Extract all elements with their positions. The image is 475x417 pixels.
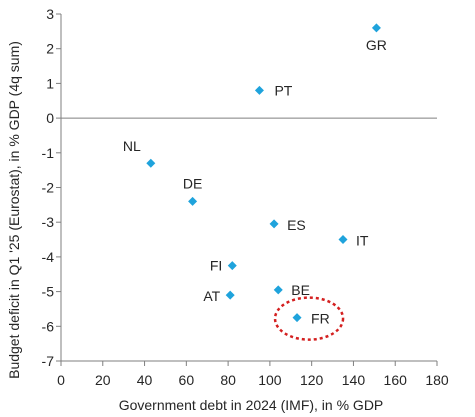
y-ticks: 3 2 1 0 -1 -2 -3 -4 -5 -6 -7 [42, 6, 61, 369]
data-point-nl [146, 158, 156, 168]
data-point-pt [254, 85, 264, 95]
x-tick-label: 160 [384, 372, 408, 388]
point-label-be: BE [291, 282, 310, 298]
y-tick-label: -1 [42, 145, 55, 161]
y-tick-label: -2 [42, 180, 55, 196]
y-tick-label: -5 [42, 284, 55, 300]
data-point-be [273, 285, 283, 295]
point-label-fr: FR [311, 311, 330, 327]
point-label-pt: PT [274, 82, 292, 98]
y-tick-label: -6 [42, 318, 55, 334]
data-point-fr [292, 313, 302, 323]
point-label-es: ES [287, 217, 306, 233]
axes [60, 14, 437, 362]
data-points [146, 23, 381, 323]
highlight-ellipse [273, 296, 345, 341]
x-tick-label: 120 [300, 372, 324, 388]
data-point-it [338, 235, 348, 245]
y-tick-label: -4 [42, 249, 55, 265]
x-tick-label: 80 [220, 372, 236, 388]
y-tick-label: 3 [46, 6, 54, 22]
y-axis-label: Budget deficit in Q1 '25 (Eurostat), in … [6, 41, 22, 379]
y-tick-label: 0 [46, 110, 54, 126]
x-tick-label: 0 [57, 372, 65, 388]
x-tick-label: 60 [179, 372, 195, 388]
data-point-es [269, 219, 279, 229]
point-label-gr: GR [366, 37, 387, 53]
point-label-fi: FI [210, 258, 222, 274]
x-tick-label: 20 [95, 372, 111, 388]
data-point-at [225, 290, 235, 300]
y-tick-label: 2 [46, 41, 54, 57]
x-tick-label: 40 [137, 372, 153, 388]
y-tick-label: -7 [42, 353, 55, 369]
y-tick-label: -3 [42, 214, 55, 230]
data-point-fi [227, 261, 237, 271]
point-label-it: IT [356, 233, 369, 249]
y-tick-label: 1 [46, 75, 54, 91]
point-label-nl: NL [123, 138, 141, 154]
x-tick-label: 100 [258, 372, 282, 388]
data-point-de [188, 196, 198, 206]
x-tick-label: 180 [425, 372, 449, 388]
x-tick-label: 140 [342, 372, 366, 388]
point-label-at: AT [203, 288, 220, 304]
x-axis-label: Government debt in 2024 (IMF), in % GDP [119, 397, 384, 413]
x-ticks: 0 20 40 60 80 100 120 140 160 180 [57, 361, 449, 388]
data-point-gr [371, 23, 381, 33]
point-labels: GR PT NL DE ES IT FI BE AT FR [123, 37, 387, 327]
point-label-de: DE [183, 175, 202, 191]
